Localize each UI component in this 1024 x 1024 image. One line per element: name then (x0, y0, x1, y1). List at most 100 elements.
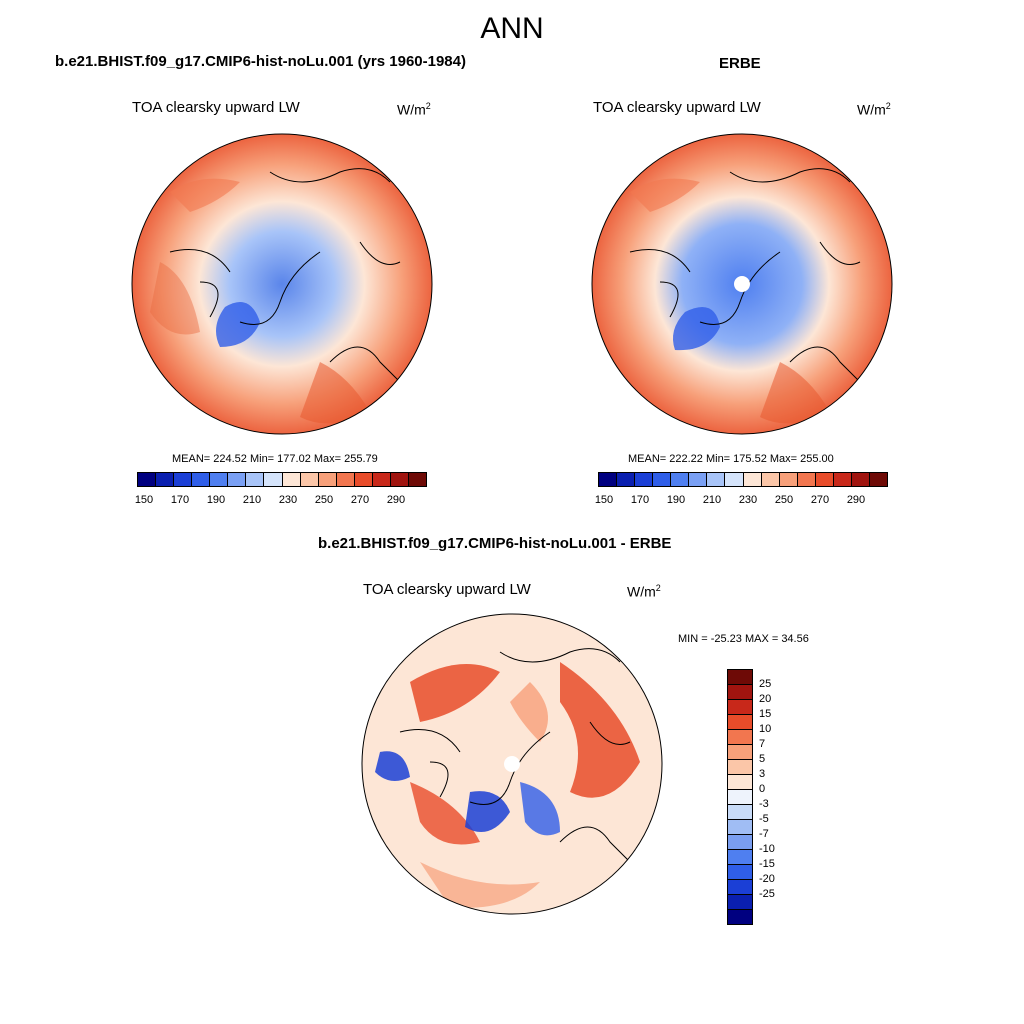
panel2-coastlines (629, 168, 871, 393)
panel2-case-title: ERBE (719, 55, 761, 72)
panel3-colorbar-cell (728, 670, 752, 685)
panel3-colorbar-cell (728, 685, 752, 700)
panel1-colorbar-cell (336, 473, 355, 486)
panel2-units: W/m2 (857, 101, 891, 118)
panel3-colorbar-cell (728, 910, 752, 924)
panel3-colorbar-tick-label: 15 (759, 708, 772, 720)
panel2-colorbar-tick-label: 290 (846, 494, 866, 506)
panel2-colorbar-tick-label: 170 (630, 494, 650, 506)
panel2-colorbar-cell (815, 473, 834, 486)
panel3-pole-gap (504, 756, 520, 772)
panel2-colorbar-tick-label: 270 (810, 494, 830, 506)
panel2-colorbar-cell (599, 473, 618, 486)
panel3-units: W/m2 (627, 583, 661, 600)
panel3-colorbar-tick-label: 0 (759, 783, 766, 795)
panel3-variable-label: TOA clearsky upward LW (363, 581, 531, 598)
panel1-variable-label: TOA clearsky upward LW (132, 99, 300, 116)
panel1-colorbar (137, 472, 427, 487)
panel2-colorbar-tick-label: 250 (774, 494, 794, 506)
panel1-colorbar-cell (300, 473, 319, 486)
figure-title: ANN (480, 12, 544, 45)
panel1-greenland-low (216, 302, 260, 347)
panel1-colorbar-tick-label: 190 (206, 494, 226, 506)
panel3-colorbar-tick-label: -15 (759, 858, 775, 870)
panel2-stats: MEAN= 222.22 Min= 175.52 Max= 255.00 (628, 453, 834, 465)
panel1-colorbar-cell (192, 473, 211, 486)
panel2-colorbar-cell (689, 473, 708, 486)
panel3-colorbar-tick-label: 20 (759, 693, 772, 705)
panel1-colorbar-tick-label: 150 (134, 494, 154, 506)
panel3-colorbar-cell (728, 820, 752, 835)
panel3-colorbar-tick-label: 3 (759, 768, 766, 780)
panel1-colorbar-cell (156, 473, 175, 486)
panel2-colorbar-cell (869, 473, 887, 486)
panel1-colorbar-cell (390, 473, 409, 486)
panel3-colorbar-cell (728, 865, 752, 880)
panel1-colorbar-tick-label: 170 (170, 494, 190, 506)
panel2-polar-map (591, 133, 893, 435)
panel3-colorbar-cell (728, 730, 752, 745)
panel1-colorbar-ticks: 150 170 190 210 230 250 270 290 (126, 494, 414, 506)
panel3-colorbar-tick-label: -20 (759, 873, 775, 885)
panel2-colorbar-ticks: 150 170 190 210 230 250 270 290 (586, 494, 874, 506)
panel1-case-title: b.e21.BHIST.f09_g17.CMIP6-hist-noLu.001 … (55, 53, 466, 70)
panel2-colorbar-cell (635, 473, 654, 486)
panel2-colorbar-cell (779, 473, 798, 486)
panel3-colorbar-cell (728, 745, 752, 760)
panel1-colorbar-cell (210, 473, 229, 486)
panel1-colorbar-tick-label: 290 (386, 494, 406, 506)
panel2-colorbar-cell (653, 473, 672, 486)
panel3-colorbar-tick-label: -7 (759, 828, 769, 840)
panel1-polar-map (131, 133, 433, 435)
panel1-colorbar-tick-label: 270 (350, 494, 370, 506)
panel3-colorbar-tick-label: -5 (759, 813, 769, 825)
panel3-colorbar-tick-label: -3 (759, 798, 769, 810)
panel3-colorbar-tick-label: 10 (759, 723, 772, 735)
panel2-colorbar (598, 472, 888, 487)
panel3-colorbar-cell (728, 805, 752, 820)
panel3-colorbar-ticks: 25 20 15 10 7 5 3 0 -3 -5 -7 -10 -15 -20 -25 (759, 677, 775, 902)
panel3-colorbar-cell (728, 895, 752, 910)
panel1-colorbar-tick-label: 250 (314, 494, 334, 506)
panel3-colorbar-cell (728, 760, 752, 775)
panel1-coastlines (169, 168, 411, 393)
panel2-variable-label: TOA clearsky upward LW (593, 99, 761, 116)
panel3-colorbar-cell (728, 835, 752, 850)
panel2-colorbar-cell (725, 473, 744, 486)
panel1-units: W/m2 (397, 101, 431, 118)
panel1-colorbar-cell (264, 473, 283, 486)
panel3-colorbar (727, 669, 753, 925)
panel3-colorbar-cell (728, 880, 752, 895)
panel3-colorbar-tick-label: 5 (759, 753, 766, 765)
panel2-colorbar-tick-label: 210 (702, 494, 722, 506)
panel3-difference-map (361, 613, 663, 915)
panel3-colorbar-cell (728, 700, 752, 715)
panel2-colorbar-tick-label: 230 (738, 494, 758, 506)
panel1-colorbar-cell (174, 473, 193, 486)
panel2-colorbar-cell (617, 473, 636, 486)
panel1-colorbar-cell (354, 473, 373, 486)
panel3-coastlines (399, 648, 641, 873)
panel2-colorbar-cell (743, 473, 762, 486)
panel2-colorbar-cell (707, 473, 726, 486)
panel1-colorbar-cell (372, 473, 391, 486)
panel1-colorbar-cell (246, 473, 265, 486)
panel2-colorbar-cell (671, 473, 690, 486)
panel2-colorbar-cell (833, 473, 852, 486)
panel3-colorbar-tick-label: -25 (759, 888, 775, 900)
panel1-colorbar-cell (228, 473, 247, 486)
panel3-colorbar-tick-label: -10 (759, 843, 775, 855)
panel3-colorbar-cell (728, 775, 752, 790)
panel2-pole-gap (734, 276, 750, 292)
panel1-colorbar-cell (138, 473, 157, 486)
panel3-colorbar-cell (728, 715, 752, 730)
panel2-colorbar-cell (761, 473, 780, 486)
panel1-colorbar-cell (318, 473, 337, 486)
panel3-colorbar-tick-label: 7 (759, 738, 766, 750)
panel1-colorbar-tick-label: 210 (242, 494, 262, 506)
panel1-stats: MEAN= 224.52 Min= 177.02 Max= 255.79 (172, 453, 378, 465)
panel3-case-title: b.e21.BHIST.f09_g17.CMIP6-hist-noLu.001 … (318, 535, 672, 552)
panel2-colorbar-cell (851, 473, 870, 486)
panel3-colorbar-tick-label: 25 (759, 678, 772, 690)
panel3-colorbar-cell (728, 790, 752, 805)
